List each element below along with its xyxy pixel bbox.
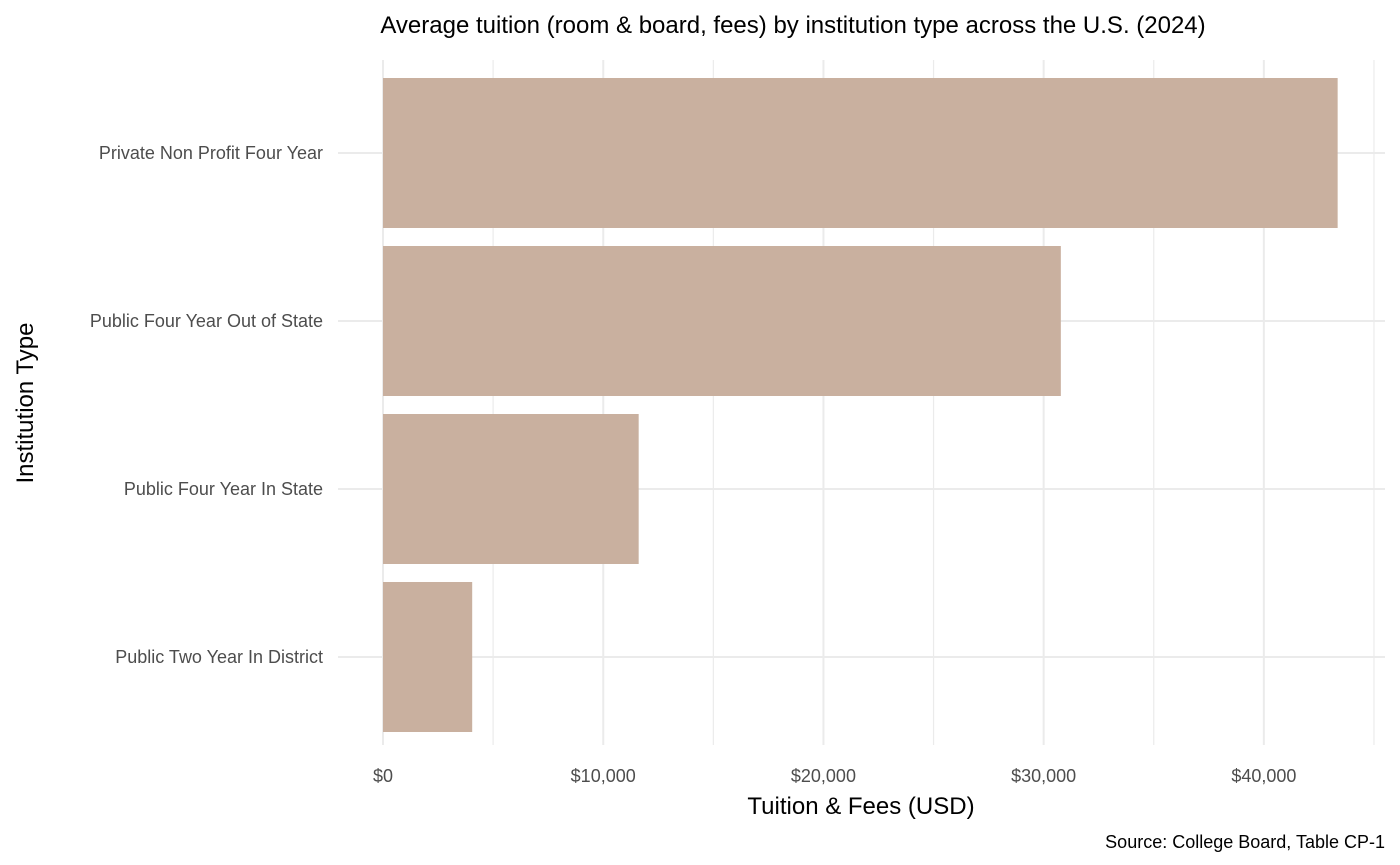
y-axis-title: Institution Type [12,323,39,484]
y-tick-label: Public Two Year In District [115,647,323,667]
x-axis-title: Tuition & Fees (USD) [747,793,974,820]
y-axis-ticks: Private Non Profit Four Year Public Four … [90,143,323,667]
y-tick-label: Public Four Year In State [124,479,323,499]
bars [383,78,1338,732]
bar [383,246,1061,396]
x-tick-label: $10,000 [571,766,636,786]
chart-title: Average tuition (room & board, fees) by … [380,12,1205,39]
x-tick-label: $0 [373,766,393,786]
bar [383,78,1338,228]
y-tick-label: Private Non Profit Four Year [99,143,323,163]
x-axis-ticks: $0 $10,000 $20,000 $30,000 $40,000 [373,766,1296,786]
bar [383,414,639,564]
x-tick-label: $20,000 [791,766,856,786]
x-tick-label: $40,000 [1231,766,1296,786]
x-tick-label: $30,000 [1011,766,1076,786]
source-caption: Source: College Board, Table CP-1 [1105,832,1385,852]
bar [383,582,473,732]
y-tick-label: Public Four Year Out of State [90,311,323,331]
